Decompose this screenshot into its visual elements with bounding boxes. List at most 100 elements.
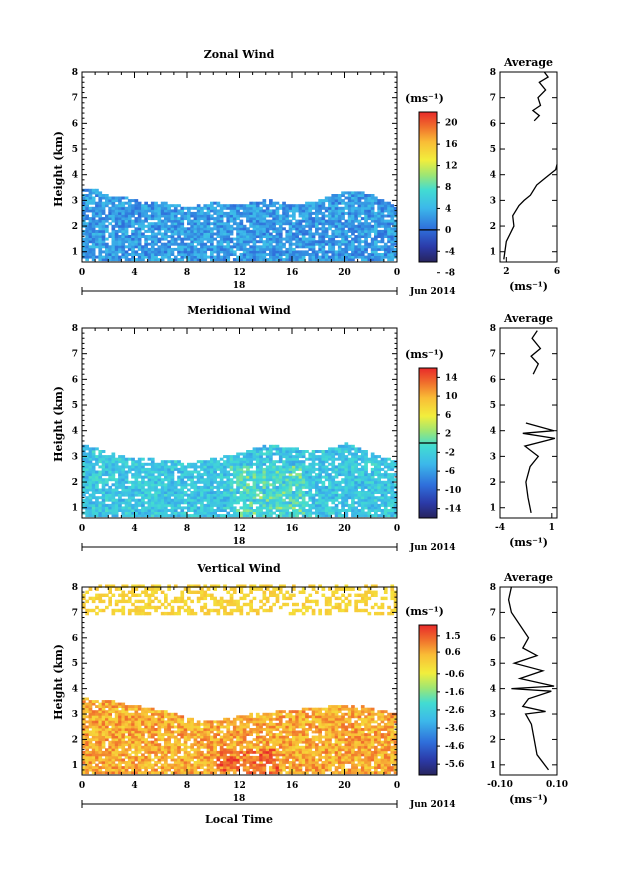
heatmap-cell	[249, 237, 253, 241]
heatmap-cell	[341, 501, 345, 505]
heatmap-cell	[160, 253, 165, 256]
heatmap-cell	[344, 503, 349, 507]
heatmap-cell	[213, 491, 217, 494]
heatmap-cell	[101, 496, 106, 500]
heatmap-cell	[318, 237, 322, 241]
heatmap-cell	[210, 470, 214, 474]
heatmap-cell	[387, 222, 391, 226]
heatmap-cell	[167, 483, 171, 487]
heatmap-cell	[288, 222, 293, 226]
heatmap-cell	[315, 255, 319, 259]
heatmap-cell	[380, 457, 385, 461]
heatmap-cell	[177, 460, 181, 464]
heatmap-cell	[387, 206, 391, 210]
heatmap-cell	[210, 232, 214, 236]
heatmap-cell	[318, 467, 322, 471]
heatmap-cell	[298, 455, 303, 459]
heatmap-cell	[341, 506, 345, 510]
heatmap-cell	[331, 196, 336, 200]
heatmap-cell	[351, 483, 355, 487]
heatmap-cell	[131, 219, 135, 223]
heatmap-cell	[337, 196, 342, 200]
heatmap-cell	[390, 255, 395, 259]
heatmap-cell	[223, 498, 227, 502]
heatmap-cell	[91, 735, 96, 739]
heatmap-cell	[229, 501, 234, 505]
heatmap-cell	[95, 506, 99, 510]
heatmap-cell	[354, 485, 358, 489]
heatmap-cell	[88, 608, 93, 613]
heatmap-cell	[124, 475, 129, 479]
heatmap-cell	[213, 224, 217, 228]
heatmap-cell	[170, 478, 175, 482]
heatmap-cell	[383, 462, 388, 466]
heatmap-cell	[164, 250, 168, 254]
heatmap-cell	[347, 488, 352, 492]
heatmap-cell	[85, 720, 89, 724]
heatmap-cell	[377, 488, 381, 492]
heatmap-cell	[150, 242, 155, 246]
heatmap-cell	[180, 232, 185, 236]
heatmap-cell	[331, 199, 336, 203]
heatmap-cell	[370, 503, 375, 507]
heatmap-cell	[98, 771, 103, 775]
heatmap-cell	[114, 608, 119, 613]
heatmap-cell	[108, 745, 112, 749]
heatmap-cell	[88, 475, 93, 479]
heatmap-cell	[364, 493, 368, 497]
heatmap-cell	[213, 501, 217, 505]
heatmap-cell	[242, 460, 247, 464]
heatmap-cell	[252, 498, 257, 502]
heatmap-cell	[85, 743, 89, 747]
heatmap-cell	[85, 222, 89, 226]
heatmap-cell	[137, 728, 142, 731]
heatmap-cell	[288, 467, 293, 471]
heatmap-cell	[308, 491, 313, 494]
heatmap-cell	[354, 509, 358, 512]
heatmap-cell	[393, 227, 398, 231]
heatmap-cell	[341, 222, 345, 226]
heatmap-cell	[114, 730, 119, 734]
heatmap-cell	[98, 755, 103, 759]
heatmap-cell	[387, 204, 391, 208]
heatmap-cell	[154, 232, 158, 236]
heatmap-cell	[295, 450, 299, 453]
heatmap-cell	[101, 750, 106, 754]
heatmap-cell	[95, 753, 99, 757]
heatmap-cell	[269, 214, 273, 218]
heatmap-cell	[108, 700, 112, 703]
heatmap-cell	[210, 465, 214, 469]
heatmap-cell	[200, 209, 204, 213]
heatmap-cell	[223, 475, 227, 479]
heatmap-cell	[137, 211, 142, 215]
heatmap-cell	[118, 475, 122, 479]
month-label: Jun 2014	[409, 543, 456, 553]
heatmap-cell	[360, 511, 365, 515]
heatmap-cell	[275, 485, 280, 489]
heatmap-cell	[170, 470, 175, 474]
heatmap-cell	[223, 229, 227, 233]
heatmap-cell	[127, 743, 132, 747]
heatmap-cell	[236, 455, 240, 459]
heatmap-cell	[236, 209, 240, 213]
heatmap-cell	[259, 224, 263, 228]
heatmap-cell	[121, 766, 126, 769]
heatmap-field	[82, 188, 398, 262]
heatmap-cell	[137, 232, 142, 236]
heatmap-cell	[173, 491, 178, 494]
heatmap-cell	[374, 496, 378, 500]
heatmap-cell	[301, 475, 306, 479]
heatmap-cell	[321, 199, 326, 203]
heatmap-cell	[134, 501, 139, 505]
heatmap-cell	[164, 255, 168, 259]
heatmap-cell	[390, 485, 395, 489]
heatmap-cell	[154, 480, 158, 484]
heatmap-cell	[390, 247, 395, 251]
heatmap-cell	[242, 488, 247, 492]
heatmap-cell	[108, 702, 112, 706]
heatmap-cell	[111, 503, 116, 507]
heatmap-cell	[134, 730, 139, 734]
heatmap-cell	[95, 743, 99, 747]
heatmap-cell	[95, 596, 99, 601]
heatmap-cell	[95, 245, 99, 249]
